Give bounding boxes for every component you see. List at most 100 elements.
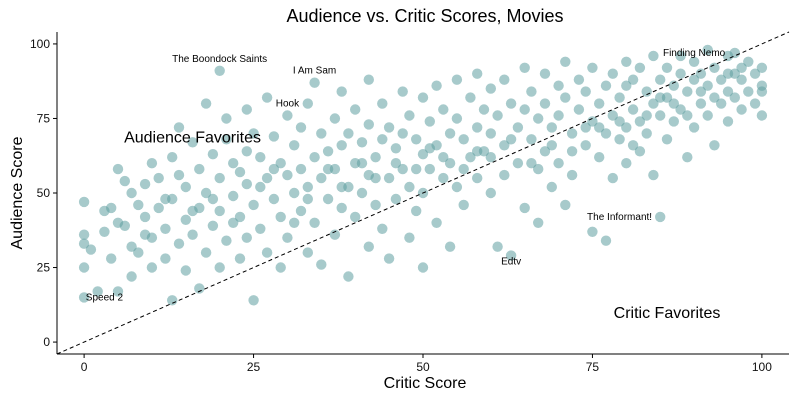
data-point bbox=[756, 110, 768, 121]
data-point bbox=[655, 211, 666, 223]
data-point bbox=[675, 104, 686, 115]
data-point bbox=[648, 98, 659, 109]
data-point bbox=[634, 146, 646, 157]
data-point bbox=[702, 44, 713, 56]
data-point bbox=[566, 169, 578, 181]
data-point bbox=[641, 128, 652, 139]
data-point bbox=[248, 199, 259, 211]
data-point bbox=[295, 163, 307, 175]
data-point bbox=[465, 92, 476, 103]
data-point bbox=[282, 232, 293, 243]
data-point bbox=[485, 187, 496, 199]
data-point bbox=[255, 152, 266, 163]
data-point bbox=[160, 223, 171, 234]
data-point bbox=[200, 98, 212, 109]
data-point bbox=[221, 113, 232, 124]
y-axis-ticks: 0 25 50 75 100 bbox=[30, 37, 57, 349]
data-point bbox=[126, 187, 137, 199]
y-tick-label: 25 bbox=[37, 261, 51, 275]
data-point bbox=[275, 262, 286, 273]
data-point bbox=[261, 247, 273, 258]
data-point bbox=[139, 211, 151, 223]
data-point bbox=[241, 178, 252, 190]
data-point bbox=[221, 134, 232, 145]
data-point bbox=[99, 226, 110, 237]
x-tick-label: 0 bbox=[81, 360, 88, 374]
data-point bbox=[621, 80, 632, 91]
data-point bbox=[309, 217, 320, 228]
data-point bbox=[600, 235, 612, 246]
annotation-label: Speed 2 bbox=[86, 292, 124, 303]
data-point bbox=[648, 50, 659, 62]
data-point bbox=[78, 292, 90, 303]
annotation-label: The Boondock Saints bbox=[172, 54, 267, 65]
data-point bbox=[526, 134, 537, 145]
annotation-label: Hook bbox=[276, 99, 300, 110]
data-point bbox=[519, 104, 530, 115]
data-point bbox=[627, 74, 639, 85]
data-point bbox=[397, 86, 408, 97]
data-point bbox=[282, 169, 293, 181]
data-point bbox=[356, 187, 368, 199]
data-point bbox=[444, 241, 456, 252]
data-point bbox=[370, 199, 381, 211]
data-point bbox=[580, 122, 591, 133]
data-point bbox=[736, 62, 747, 73]
data-point bbox=[363, 119, 374, 130]
data-point bbox=[695, 68, 707, 79]
data-point bbox=[438, 172, 449, 184]
data-point bbox=[729, 47, 740, 59]
data-point bbox=[553, 110, 564, 121]
data-point bbox=[553, 80, 564, 91]
data-point bbox=[444, 128, 456, 139]
x-tick-label: 50 bbox=[416, 360, 430, 374]
y-axis-title: Audience Score bbox=[9, 136, 26, 249]
data-point bbox=[126, 271, 137, 282]
data-point bbox=[756, 62, 768, 73]
data-point bbox=[316, 172, 327, 184]
data-point bbox=[526, 86, 537, 97]
data-point bbox=[573, 74, 585, 85]
data-point bbox=[614, 92, 625, 103]
data-point bbox=[675, 68, 686, 79]
data-point bbox=[336, 181, 347, 193]
data-point bbox=[316, 259, 327, 270]
data-point bbox=[119, 220, 130, 231]
data-point bbox=[336, 202, 347, 214]
data-point bbox=[133, 247, 144, 258]
data-point bbox=[214, 65, 225, 77]
data-point bbox=[519, 202, 530, 214]
data-point bbox=[295, 205, 307, 217]
annotation-label: Critic Favorites bbox=[614, 305, 721, 322]
data-point bbox=[722, 116, 734, 127]
data-point bbox=[607, 68, 618, 79]
data-point bbox=[587, 226, 598, 237]
data-point bbox=[472, 68, 483, 79]
data-point bbox=[417, 149, 429, 160]
data-point bbox=[78, 262, 90, 273]
data-point bbox=[722, 68, 734, 79]
data-point bbox=[424, 143, 435, 154]
data-point bbox=[431, 80, 442, 91]
data-point bbox=[377, 134, 388, 145]
data-point bbox=[255, 223, 266, 234]
data-point bbox=[160, 253, 171, 264]
data-point bbox=[173, 238, 185, 249]
data-point bbox=[451, 74, 463, 85]
data-point bbox=[370, 172, 381, 184]
data-point bbox=[729, 92, 740, 103]
data-point bbox=[92, 286, 103, 297]
data-point bbox=[397, 128, 408, 139]
data-point bbox=[682, 86, 693, 97]
data-point bbox=[180, 181, 191, 193]
data-point bbox=[78, 238, 90, 249]
data-point bbox=[546, 140, 557, 151]
data-point bbox=[668, 116, 679, 127]
data-point bbox=[316, 128, 327, 139]
data-point bbox=[533, 113, 544, 124]
data-point bbox=[350, 104, 361, 115]
data-point bbox=[594, 98, 605, 109]
data-point bbox=[241, 232, 252, 243]
data-point bbox=[146, 262, 158, 273]
data-point bbox=[621, 158, 632, 169]
